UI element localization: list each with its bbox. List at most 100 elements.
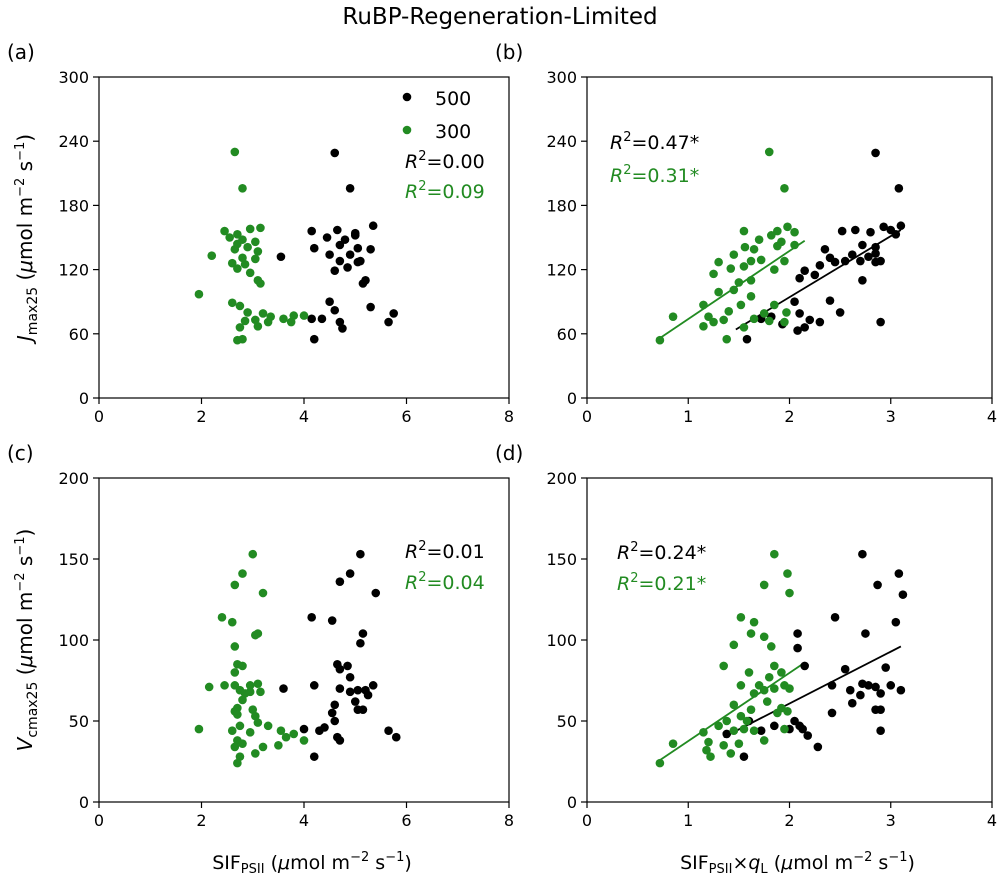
x-tick-label: 4 <box>987 811 997 830</box>
data-point <box>830 257 840 267</box>
series-500 <box>276 148 398 344</box>
x-tick-label: 4 <box>299 407 309 426</box>
x-tick-label: 8 <box>504 811 514 830</box>
data-point <box>739 724 749 734</box>
data-point <box>896 221 906 231</box>
data-point <box>785 588 794 598</box>
data-point <box>704 737 713 747</box>
data-point <box>770 549 779 559</box>
series-300 <box>655 549 794 768</box>
data-point <box>777 668 786 677</box>
data-point <box>793 326 802 335</box>
data-point <box>227 617 237 627</box>
data-point <box>384 726 393 736</box>
data-point <box>245 224 255 234</box>
data-point <box>240 316 250 326</box>
data-point <box>699 322 708 331</box>
data-point <box>299 724 309 734</box>
data-point <box>744 668 754 677</box>
figure-title: RuBP-Regeneration-Limited <box>342 4 657 30</box>
data-point <box>289 311 299 320</box>
data-point <box>759 736 769 745</box>
stat-label-1: R2=0.31* <box>610 163 699 187</box>
data-point <box>335 240 345 250</box>
data-point <box>363 690 373 700</box>
data-point <box>876 705 885 714</box>
data-point <box>371 588 381 598</box>
y-axis-label: Jmax25 (μmol m−2 s−1) <box>13 134 41 345</box>
data-point <box>655 335 665 345</box>
data-point <box>330 305 340 315</box>
data-point <box>335 664 345 674</box>
data-point <box>719 741 728 750</box>
data-point <box>810 270 820 280</box>
legend-marker <box>402 92 412 102</box>
y-axis-label: Vcmax25 (μmol m−2 s−1) <box>13 529 41 752</box>
data-point <box>230 580 240 590</box>
data-point <box>251 711 260 721</box>
data-point <box>709 269 718 279</box>
data-point <box>358 705 368 714</box>
data-point <box>335 577 345 586</box>
data-point <box>759 580 769 590</box>
legend-label: 500 <box>435 88 471 110</box>
chart-panel-2: (b) 0 1 2 3 4 0 60 120 180 240 300 R2=0.47* R2=0.31* <box>495 40 997 426</box>
data-point <box>894 569 904 578</box>
data-point <box>256 223 265 233</box>
data-point <box>335 684 345 693</box>
data-point <box>343 263 352 272</box>
data-point <box>770 300 779 310</box>
y-tick-label: 50 <box>557 712 577 731</box>
data-point <box>749 617 759 627</box>
data-point <box>258 588 268 598</box>
data-point <box>253 247 263 256</box>
plot-frame <box>586 477 993 803</box>
data-point <box>780 183 789 193</box>
y-tick-label: 150 <box>58 550 89 569</box>
data-point <box>309 681 319 690</box>
data-point <box>335 736 345 745</box>
data-point <box>256 687 265 697</box>
x-tick-label: 2 <box>784 811 794 830</box>
data-point <box>356 256 365 266</box>
data-point <box>274 741 283 750</box>
y-tick-label: 120 <box>58 261 89 280</box>
data-point <box>894 183 904 193</box>
data-point <box>780 317 789 327</box>
data-point <box>194 724 204 734</box>
data-point <box>864 681 873 690</box>
data-point <box>258 742 268 752</box>
y-tick-label: 200 <box>546 469 577 488</box>
data-point <box>217 613 227 622</box>
y-tick-label: 240 <box>546 132 577 151</box>
data-point <box>815 261 825 270</box>
y-tick-label: 180 <box>546 196 577 215</box>
data-point <box>820 244 830 254</box>
data-point <box>798 724 807 734</box>
data-point <box>780 256 789 266</box>
data-point <box>368 221 378 231</box>
y-tick-label: 0 <box>567 389 577 408</box>
data-point <box>258 309 268 318</box>
data-point <box>240 259 250 269</box>
data-point <box>830 613 840 622</box>
legend-label: 300 <box>435 121 471 143</box>
data-point <box>368 681 378 690</box>
data-point <box>742 334 752 344</box>
data-point <box>322 233 332 242</box>
data-point <box>790 227 799 237</box>
data-point <box>356 638 365 648</box>
panels: (a)0 2 4 6 8060120180240300500300R2=0.00R2=0… <box>7 40 997 877</box>
x-tick-label: 8 <box>504 407 514 426</box>
x-axis-label: SIFPSII×qL (μmol m−2 s−1) <box>680 850 915 877</box>
data-point <box>238 569 247 578</box>
data-point <box>722 729 732 739</box>
data-point <box>896 685 906 695</box>
data-point <box>345 250 355 259</box>
data-point <box>309 243 319 253</box>
data-point <box>248 549 258 559</box>
data-point <box>702 745 711 755</box>
data-point <box>800 661 809 671</box>
data-point <box>230 668 240 677</box>
data-point <box>722 334 732 344</box>
